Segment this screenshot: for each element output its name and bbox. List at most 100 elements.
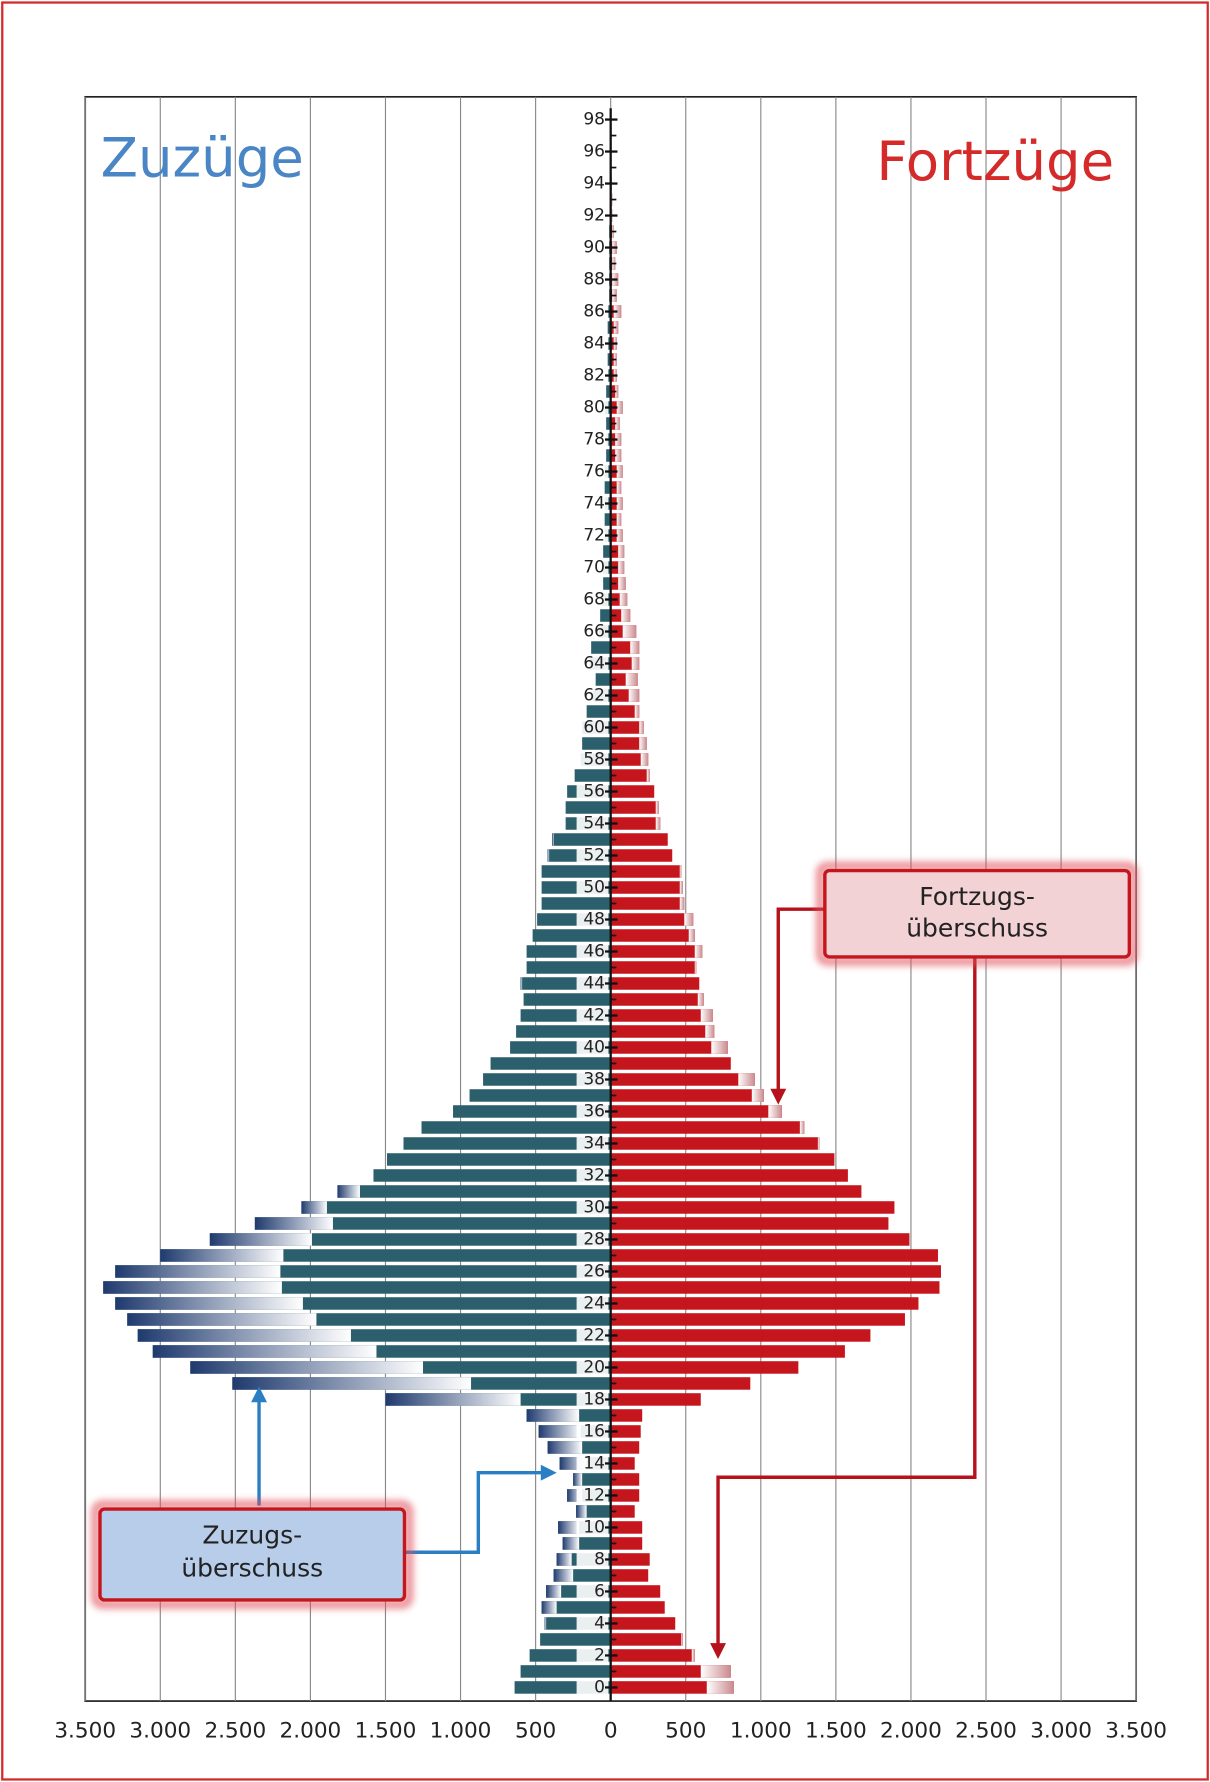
- x-tick-label: 3.500: [1105, 1719, 1167, 1744]
- y-label-bg: [576, 750, 609, 769]
- y-tick-label: 54: [583, 814, 605, 834]
- bar: [610, 1537, 643, 1550]
- x-tick-label: 1.500: [805, 1719, 867, 1744]
- y-label-bg: [576, 878, 609, 897]
- y-label-bg: [576, 302, 609, 321]
- surplus-bar: [684, 913, 694, 926]
- surplus-bar: [697, 993, 704, 1006]
- bar: [610, 1265, 941, 1278]
- bar: [604, 481, 611, 494]
- y-label-bg: [576, 814, 609, 833]
- bar: [610, 1073, 755, 1086]
- surplus-bar: [631, 657, 640, 670]
- bar: [469, 1089, 611, 1102]
- y-tick-label: 40: [583, 1037, 605, 1057]
- x-tick-label: 500: [515, 1719, 556, 1744]
- bar: [610, 1217, 889, 1230]
- bar: [610, 897, 685, 910]
- surplus-bar: [556, 1553, 572, 1566]
- surplus-bar: [616, 465, 623, 478]
- y-tick-label: 50: [583, 877, 605, 897]
- bar: [582, 737, 611, 750]
- x-tick-label: 0: [604, 1719, 618, 1744]
- surplus-bar: [301, 1201, 327, 1214]
- bar: [610, 1089, 764, 1102]
- surplus-bar: [817, 1137, 820, 1150]
- y-tick-label: 46: [583, 941, 605, 961]
- surplus-bar: [679, 865, 682, 878]
- bar: [540, 1633, 611, 1646]
- surplus-bar: [337, 1185, 360, 1198]
- y-label-bg: [576, 1486, 609, 1505]
- y-label-bg: [576, 1422, 609, 1441]
- bar: [610, 1313, 905, 1326]
- y-label-bg: [576, 1198, 609, 1217]
- y-tick-label: 0: [594, 1677, 605, 1697]
- bar: [591, 641, 611, 654]
- bar: [610, 929, 695, 942]
- x-tick-label: 3.500: [54, 1719, 116, 1744]
- y-label-bg: [576, 1262, 609, 1281]
- bar: [610, 1121, 805, 1134]
- y-label-bg: [576, 1070, 609, 1089]
- y-label-bg: [576, 1230, 609, 1249]
- bar: [610, 1057, 731, 1070]
- y-label-bg: [576, 334, 609, 353]
- y-tick-label: 34: [583, 1133, 605, 1153]
- bar: [610, 721, 644, 734]
- surplus-bar: [738, 1073, 755, 1086]
- bar: [254, 1217, 611, 1230]
- bar: [403, 1137, 611, 1150]
- bar: [610, 1505, 635, 1518]
- y-label-bg: [576, 622, 609, 641]
- surplus-bar: [558, 1521, 580, 1534]
- bar: [606, 385, 611, 398]
- bar: [610, 1633, 683, 1646]
- bar: [573, 1473, 611, 1486]
- surplus-bar: [688, 929, 695, 942]
- y-label-bg: [576, 1038, 609, 1057]
- bar: [516, 1025, 611, 1038]
- surplus-bar: [622, 625, 637, 638]
- bar: [610, 1377, 751, 1390]
- y-tick-label: 90: [583, 238, 605, 258]
- y-label-bg: [576, 1102, 609, 1121]
- bar: [574, 769, 611, 782]
- bar: [610, 1393, 701, 1406]
- y-label-bg: [576, 1166, 609, 1185]
- bar: [607, 353, 611, 366]
- bar: [610, 1281, 940, 1294]
- bar: [541, 897, 611, 910]
- bar: [610, 1009, 713, 1022]
- surplus-bar: [520, 977, 523, 990]
- surplus-bar: [711, 1041, 728, 1054]
- surplus-bar: [616, 529, 623, 542]
- surplus-bar: [546, 1585, 562, 1598]
- y-tick-label: 6: [594, 1581, 605, 1601]
- bar: [610, 1297, 919, 1310]
- bar: [604, 513, 611, 526]
- y-label-bg: [576, 110, 609, 129]
- x-tick-label: 1.000: [430, 1719, 492, 1744]
- bar: [610, 1441, 640, 1454]
- surplus-bar: [573, 1473, 583, 1486]
- bar: [610, 1425, 641, 1438]
- bar: [523, 993, 611, 1006]
- y-tick-label: 42: [583, 1005, 605, 1025]
- y-tick-label: 52: [583, 846, 605, 866]
- surplus-bar: [751, 1089, 764, 1102]
- y-label-bg: [576, 1358, 609, 1377]
- y-tick-label: 74: [583, 494, 605, 514]
- y-tick-label: 36: [583, 1101, 605, 1121]
- bar: [610, 737, 647, 750]
- y-tick-label: 38: [583, 1069, 605, 1089]
- y-label-bg: [576, 1550, 609, 1569]
- bar: [610, 753, 649, 766]
- surplus-bar: [639, 721, 644, 734]
- y-tick-label: 14: [583, 1453, 605, 1473]
- y-label-bg: [576, 1678, 609, 1697]
- bar: [610, 1249, 938, 1262]
- surplus-bar: [640, 753, 649, 766]
- y-label-bg: [576, 206, 609, 225]
